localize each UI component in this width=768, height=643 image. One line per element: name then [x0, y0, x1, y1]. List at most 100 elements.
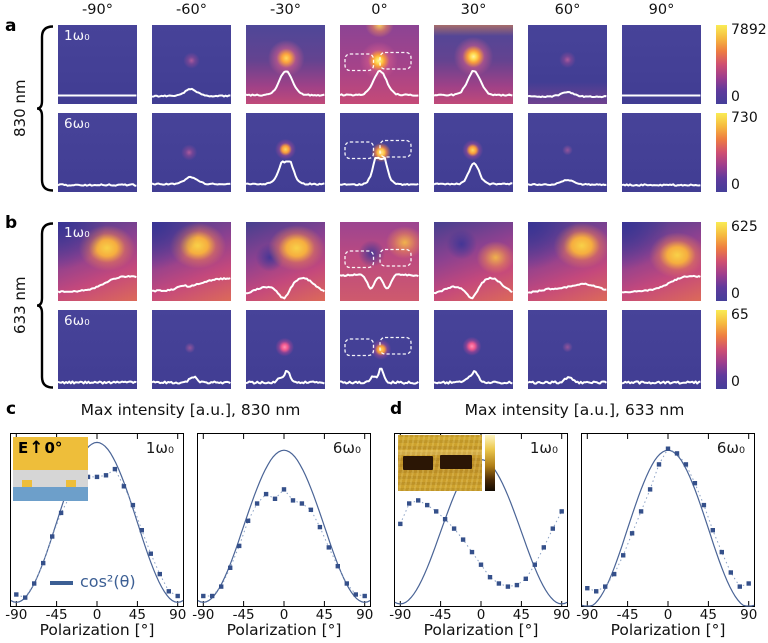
mode-label: 6ω₀	[64, 116, 90, 132]
line-profile	[434, 162, 513, 186]
panel-letter-d: d	[390, 399, 403, 419]
x-axis-label: Polarization [°]	[39, 621, 155, 639]
heatmap-tile-b2-90	[622, 310, 701, 389]
measured-points	[585, 446, 751, 594]
x-axis-label: Polarization [°]	[610, 621, 726, 639]
angle-header: -30°	[270, 2, 301, 18]
heatmap-tile-a2-90	[622, 113, 701, 192]
colorbar	[716, 25, 727, 104]
heatmap-tile-a2--90: 6ω₀	[58, 113, 137, 192]
x-tick-label: 0	[92, 607, 102, 623]
x-tick-label: 0	[476, 607, 486, 623]
colorbar	[716, 222, 727, 301]
colorbar	[716, 113, 727, 192]
cos2-fit-curve	[197, 449, 371, 603]
x-axis-label: Polarization [°]	[423, 621, 539, 639]
polarization-plot-d-6ω₀	[581, 433, 755, 607]
panel-letter-a: a	[5, 16, 17, 36]
heatmap-tile-b1-0	[340, 222, 419, 301]
x-tick-label: -45	[429, 607, 452, 623]
colorbar-max-label: 625	[731, 219, 758, 235]
heatmap-tile-a1-90	[622, 25, 701, 104]
line-profile	[340, 273, 419, 290]
afm-colorbar	[485, 435, 495, 491]
mode-annotation: 1ω₀	[145, 439, 174, 457]
mode-label: 1ω₀	[64, 225, 90, 241]
sample-schematic-inset: E ↑ 0°	[13, 437, 88, 501]
x-tick-label: 0	[663, 607, 673, 623]
line-profile	[528, 376, 607, 385]
line-profile	[434, 70, 513, 97]
polarization-zero-label: 0°	[44, 439, 63, 457]
x-axis-label: Polarization [°]	[226, 621, 342, 639]
colorbar-min-label: 0	[731, 374, 740, 390]
line-profile	[340, 367, 419, 385]
afm-topography-image	[398, 435, 482, 491]
heatmap-tile-a2--30	[246, 113, 325, 192]
line-profile	[528, 91, 607, 99]
heatmap-tile-a2-60	[528, 113, 607, 192]
line-profile	[58, 380, 137, 385]
antenna-outline	[344, 139, 412, 160]
line-profile	[246, 160, 325, 186]
schematic-groove-right	[66, 480, 76, 487]
antenna-outline	[344, 336, 412, 357]
heatmap-tile-b1-60	[528, 222, 607, 301]
plot-title-633: Max intensity [a.u.], 633 nm	[464, 401, 685, 419]
heatmap-tile-a2-0	[340, 113, 419, 192]
heatmap-tile-b1--90: 1ω₀	[58, 222, 137, 301]
heatmap-tile-b2--30	[246, 310, 325, 389]
x-tick-label: -90	[576, 607, 599, 623]
x-tick-label: 90	[169, 607, 187, 623]
afm-image-inset	[398, 435, 495, 491]
line-profile	[434, 276, 513, 300]
angle-header: 0°	[371, 2, 388, 18]
x-tick-label: 0	[279, 607, 289, 623]
x-tick-label: -90	[389, 607, 412, 623]
colorbar-min-label: 0	[731, 89, 740, 105]
wavelength-label-830: 830 nm	[11, 79, 29, 138]
line-profile	[152, 277, 231, 293]
line-profile	[58, 94, 137, 97]
heatmap-tile-a1-60	[528, 25, 607, 104]
up-arrow-icon: ↑	[29, 438, 44, 458]
measured-points	[201, 487, 367, 599]
antenna-arm-right	[440, 455, 472, 470]
fit-legend: cos²(θ)	[50, 572, 136, 591]
colorbar-min-label: 0	[731, 177, 740, 193]
line-profile	[246, 276, 325, 300]
panel-letter-c: c	[6, 399, 17, 419]
antenna-outline	[344, 248, 412, 269]
colorbar-min-label: 0	[731, 286, 740, 302]
line-profile	[58, 275, 137, 294]
line-profile	[152, 175, 231, 186]
heatmap-tile-b2-30	[434, 310, 513, 389]
line-profile	[622, 94, 701, 97]
heatmap-tile-b1-90	[622, 222, 701, 301]
colorbar-max-label: 7892	[731, 22, 767, 38]
x-tick-label: 90	[356, 607, 374, 623]
heatmap-tile-a2--60	[152, 113, 231, 192]
heatmap-tile-b1--30	[246, 222, 325, 301]
line-profile	[622, 380, 701, 385]
x-tick-label: 90	[740, 607, 758, 623]
measured-dotted-line	[203, 488, 365, 597]
heatmap-tile-b2-0	[340, 310, 419, 389]
heatmap-tile-a1--90: 1ω₀	[58, 25, 137, 104]
x-tick-label: -90	[5, 607, 28, 623]
x-tick-label: -90	[192, 607, 215, 623]
line-profile	[622, 183, 701, 187]
antenna-outline	[344, 51, 412, 72]
x-tick-label: 45	[512, 607, 530, 623]
heatmap-tile-a1--60	[152, 25, 231, 104]
colorbar	[716, 310, 727, 389]
mode-annotation: 1ω₀	[529, 439, 558, 457]
line-profile	[340, 69, 419, 97]
line-profile	[152, 87, 231, 98]
angle-header: 60°	[554, 2, 581, 18]
x-tick-label: -45	[616, 607, 639, 623]
line-profile	[152, 375, 231, 385]
colorbar-max-label: 65	[731, 307, 749, 323]
heatmap-tile-b1--60	[152, 222, 231, 301]
